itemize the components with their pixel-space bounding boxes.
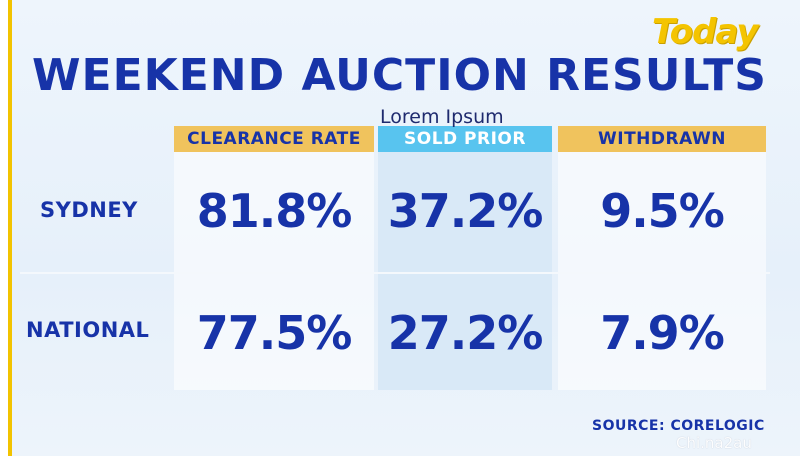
source-credit: SOURCE: CORELOGIC: [592, 418, 765, 434]
column-bg-clearance-rate: [174, 152, 374, 390]
overlay-text: Lorem Ipsum: [380, 106, 504, 128]
header-sold-prior: SOLD PRIOR: [378, 126, 552, 152]
left-accent-bar: [8, 0, 12, 456]
column-bg-sold-prior: [378, 152, 552, 390]
row-label-sydney: SYDNEY: [40, 198, 138, 222]
left-margin: [0, 0, 8, 456]
watermark: Chi.na2au: [676, 434, 752, 452]
header-clearance-rate: CLEARANCE RATE: [174, 126, 374, 152]
headline: WEEKEND AUCTION RESULTS: [32, 50, 767, 101]
row-divider: [20, 272, 770, 274]
header-withdrawn: WITHDRAWN: [558, 126, 766, 152]
national-withdrawn: 7.9%: [600, 306, 725, 360]
sydney-sold-prior: 37.2%: [387, 184, 544, 238]
column-bg-withdrawn: [558, 152, 766, 390]
sydney-withdrawn: 9.5%: [600, 184, 725, 238]
national-clearance-rate: 77.5%: [196, 306, 353, 360]
national-sold-prior: 27.2%: [387, 306, 544, 360]
row-label-national: NATIONAL: [26, 318, 150, 342]
sydney-clearance-rate: 81.8%: [196, 184, 353, 238]
today-logo: Today: [652, 12, 759, 52]
